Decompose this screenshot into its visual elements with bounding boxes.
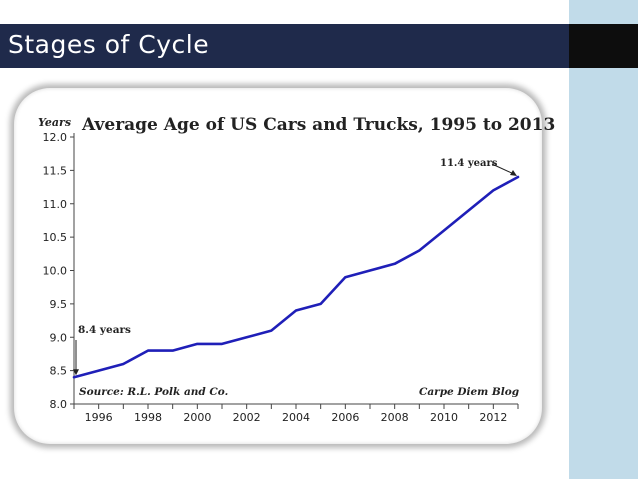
data-point — [418, 249, 421, 252]
x-tick-label: 2002 — [233, 411, 261, 424]
data-point — [295, 309, 297, 312]
x-tick-label: 2006 — [331, 411, 359, 424]
data-point — [147, 349, 149, 352]
y-axis-label: Years — [38, 116, 71, 129]
y-tick-label: 8.0 — [50, 398, 68, 411]
x-tick-label: 2004 — [282, 411, 310, 424]
source-note: Source: R.L. Polk and Co. — [79, 386, 228, 398]
data-point — [196, 343, 199, 345]
data-point — [517, 176, 519, 178]
slide-title: Stages of Cycle — [8, 30, 210, 59]
slide-title-bar: Stages of Cycle — [0, 24, 569, 68]
credit-note: Carpe Diem Blog — [419, 386, 519, 398]
annotations: 8.4 years 11.4 years — [73, 158, 517, 376]
x-tick-label: 2010 — [430, 411, 458, 424]
y-tick-label: 10.0 — [43, 265, 68, 278]
data-point — [319, 303, 322, 305]
x-tick-label: 1998 — [134, 411, 162, 424]
title-bar-dark-end — [569, 24, 638, 68]
y-tick-label: 11.5 — [43, 164, 68, 177]
chart-frame — [14, 88, 542, 444]
data-point — [467, 209, 470, 212]
end-annotation-arrow — [491, 163, 515, 175]
side-panel — [569, 68, 638, 479]
x-tick-label: 2012 — [479, 411, 507, 424]
y-tick-label: 11.0 — [43, 198, 68, 211]
data-point — [344, 276, 347, 278]
data-point — [97, 369, 100, 372]
data-point — [122, 363, 125, 365]
data-point — [221, 343, 223, 345]
data-point — [393, 263, 396, 265]
series-group — [72, 175, 520, 379]
axes — [73, 133, 518, 405]
data-point — [171, 349, 174, 352]
axis-ticks: 8.0 8.5 9.0 9.5 10.0 10.5 11.0 11.5 12.0 1996 1998… — [43, 131, 519, 424]
y-tick-label: 8.5 — [50, 365, 68, 378]
side-panel-top — [569, 0, 638, 24]
data-point — [443, 229, 445, 232]
data-point — [245, 336, 248, 339]
y-tick-label: 9.5 — [50, 298, 68, 311]
start-arrowhead — [73, 369, 79, 376]
x-tick-label: 2000 — [183, 411, 211, 424]
y-tick-label: 10.5 — [43, 231, 68, 244]
x-tick-label: 1996 — [85, 411, 113, 424]
data-point — [369, 269, 371, 272]
data-point — [73, 376, 75, 379]
y-tick-label: 12.0 — [43, 131, 68, 144]
y-tick-label: 9.0 — [50, 331, 68, 344]
series-line — [72, 175, 520, 379]
data-point — [492, 189, 495, 192]
end-arrowhead — [510, 170, 517, 177]
x-tick-label: 2008 — [381, 411, 409, 424]
end-annotation-label: 11.4 years — [440, 158, 498, 169]
start-annotation-label: 8.4 years — [78, 324, 131, 336]
chart-title: Average Age of US Cars and Trucks, 1995 … — [81, 115, 555, 135]
data-point — [270, 329, 273, 332]
